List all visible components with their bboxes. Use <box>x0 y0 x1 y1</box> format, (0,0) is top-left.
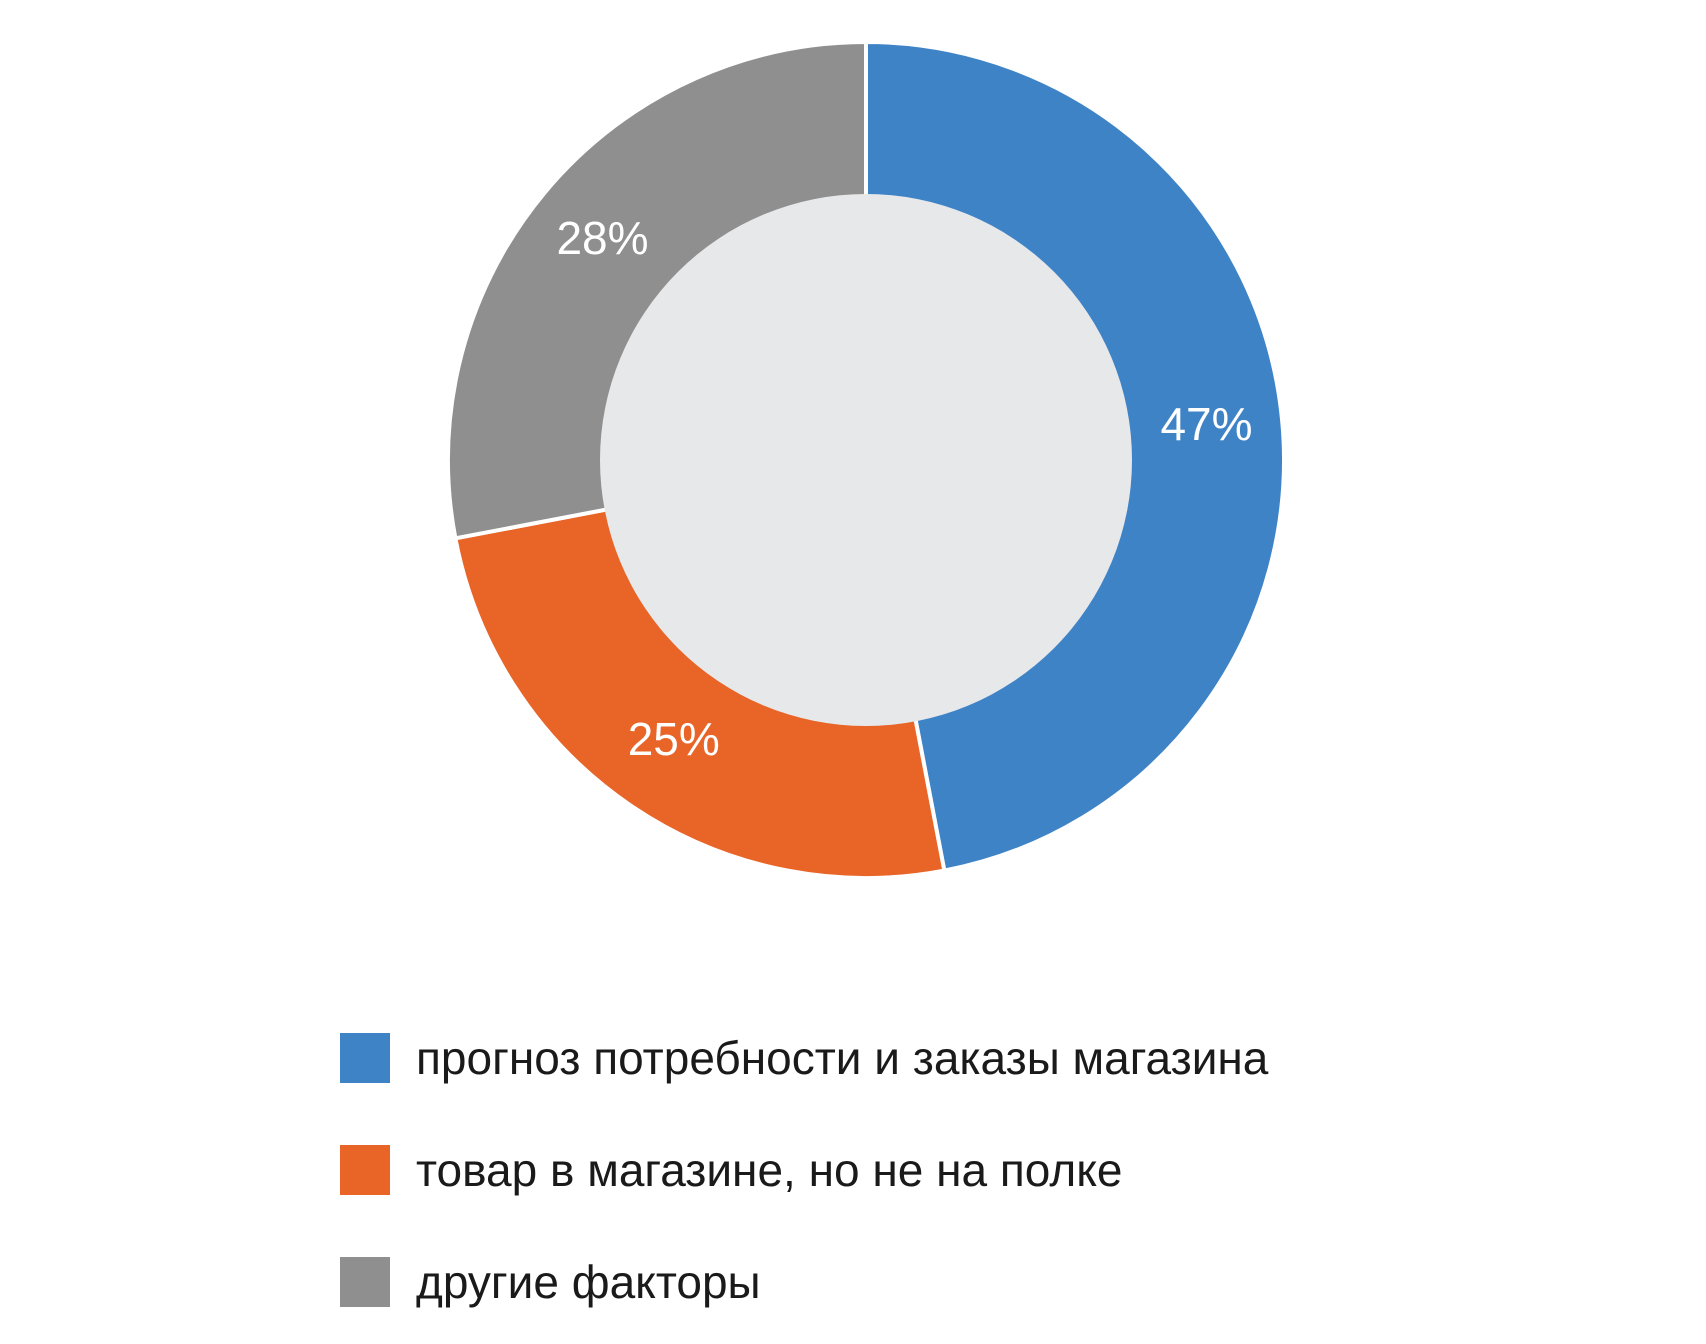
legend-label-not-on-shelf: товар в магазине, но не на полке <box>416 1144 1123 1196</box>
donut-chart: 47% 25% 28% <box>448 42 1284 878</box>
legend-swatch-forecast <box>340 1033 390 1083</box>
legend-label-other: другие факторы <box>416 1256 761 1308</box>
data-label-not-on-shelf: 25% <box>628 713 720 765</box>
legend-item-not-on-shelf: товар в магазине, но не на полке <box>340 1142 1268 1198</box>
donut-data-labels: 47% 25% 28% <box>556 212 1252 765</box>
legend-swatch-other <box>340 1257 390 1307</box>
legend-label-forecast: прогноз потребности и заказы магазина <box>416 1032 1269 1084</box>
data-label-other: 28% <box>556 212 648 264</box>
donut-hole <box>600 194 1132 726</box>
data-label-forecast: 47% <box>1160 398 1252 450</box>
legend-item-other: другие факторы <box>340 1254 1268 1310</box>
legend-item-forecast: прогноз потребности и заказы магазина <box>340 1030 1268 1086</box>
legend-swatch-not-on-shelf <box>340 1145 390 1195</box>
legend: прогноз потребности и заказы магазина то… <box>340 1030 1268 1310</box>
